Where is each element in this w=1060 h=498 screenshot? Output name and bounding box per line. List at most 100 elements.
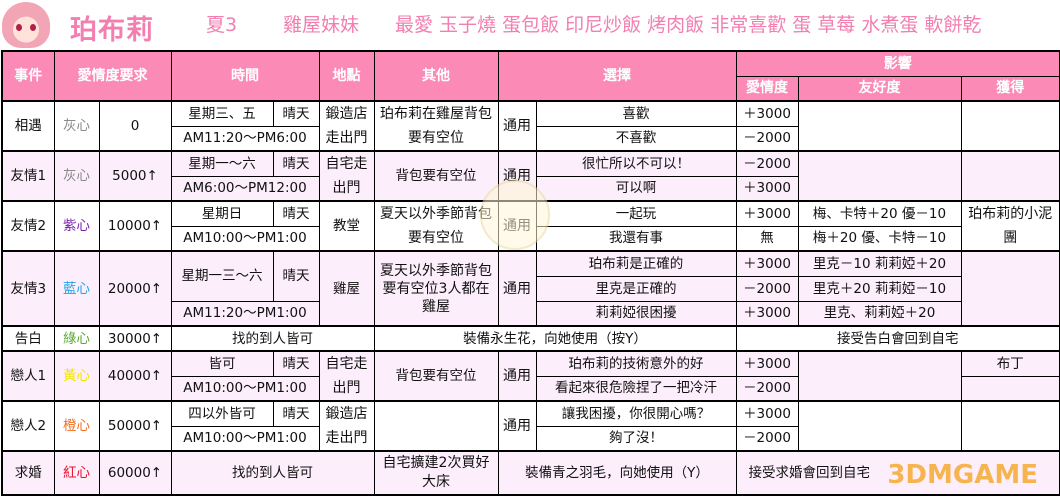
- love-requirement: 60000↑: [98, 450, 172, 496]
- choice: 讓我困擾，你很開心嗎？: [535, 400, 737, 427]
- other: 背包要有空位: [373, 150, 499, 202]
- event-meet: 相遇 灰心 0 星期三、五 晴天 鍛造店走出門 珀布莉在雞屋背包要有空位 通用 喜歡 ＋3000 …: [1, 100, 1060, 152]
- watermark-logo: 3DMGAME: [887, 460, 1038, 490]
- choice: 里克是正確的: [535, 275, 737, 302]
- weather: 晴天: [272, 100, 320, 127]
- hours: AM11:20～PM6:00: [170, 125, 320, 152]
- hours: AM10:00～PM1:00: [170, 225, 320, 252]
- event-name: 戀人2: [1, 400, 55, 452]
- time: 找的到人皆可: [170, 325, 375, 352]
- friend-change: [797, 400, 962, 452]
- event-table: 事件 愛情度要求 時間 地點 其他 選擇 影響 愛情度 友好度 獲得 相遇 灰心 0 星期三、五 晴天鍛…: [1, 50, 1060, 496]
- love-requirement: 0: [98, 100, 172, 152]
- love-change: ＋3000: [735, 350, 799, 377]
- event-name: 戀人1: [1, 350, 55, 402]
- weather: 晴天: [272, 150, 320, 177]
- heart-level: 藍心: [53, 250, 100, 327]
- day: 四以外皆可: [170, 400, 274, 427]
- love-change: ＋3000: [735, 175, 799, 202]
- choice: 珀布莉的技術意外的好: [535, 350, 737, 377]
- other: 背包要有空位: [373, 350, 499, 402]
- col-love-req: 愛情度要求: [53, 50, 172, 102]
- gain: [960, 250, 1060, 327]
- character-avatar: [2, 2, 50, 48]
- common: 通用: [497, 400, 537, 452]
- gain: 布丁: [960, 350, 1060, 377]
- other: 夏天以外季節背包要有空位: [373, 200, 499, 252]
- weather: 晴天: [272, 400, 320, 427]
- friend-change: 里克、莉莉婭＋20: [797, 300, 962, 327]
- heart-level: 紫心: [53, 200, 100, 252]
- character-name: 珀布莉: [70, 15, 154, 46]
- heart-level: 黃心: [53, 350, 100, 402]
- choice: 珀布莉是正確的: [535, 250, 737, 277]
- day: 星期日: [170, 200, 274, 227]
- love-change: ＋3000: [735, 100, 799, 127]
- day: 星期一～六: [170, 150, 274, 177]
- col-gain: 獲得: [960, 75, 1060, 102]
- heart-level: 灰心: [53, 100, 100, 152]
- heart-level: 灰心: [53, 150, 100, 202]
- love-requirement: 5000↑: [98, 150, 172, 202]
- event-name: 告白: [1, 325, 55, 352]
- place: 教堂: [318, 200, 375, 252]
- heart-level: 紅心: [53, 450, 100, 496]
- hours: AM6:00～PM12:00: [170, 175, 320, 202]
- place: 鍛造店走出門: [318, 400, 375, 452]
- weather: 晴天: [272, 250, 320, 302]
- love-change: －2000: [735, 375, 799, 402]
- friend-change: 里克＋20 莉莉婭－10: [797, 275, 962, 302]
- event-propose: 求婚 紅心 60000↑ 找的到人皆可 自宅擴建2次買好大床 裝備青之羽毛，向她使用（Y）…: [1, 450, 1060, 496]
- love-requirement: 10000↑: [98, 200, 172, 252]
- love-change: －2000: [735, 275, 799, 302]
- favorite-gifts: 最愛 玉子燒 蛋包飯 印尼炒飯 烤肉飯 非常喜歡 蛋 草莓 水煮蛋 軟餅乾: [395, 14, 982, 36]
- action: 裝備青之羽毛，向她使用（Y）: [497, 450, 737, 496]
- relation: 雞屋妹妹: [283, 14, 360, 36]
- love-change: ＋3000: [735, 200, 799, 227]
- mascot-watermark-image: [480, 180, 550, 250]
- other: 自宅擴建2次買好大床: [373, 450, 499, 496]
- event-friend3: 友情3 藍心 20000↑ 星期一三～六 晴天 雞屋 夏天以外季節背包要有空位3人都在雞屋通…: [1, 250, 1060, 327]
- col-other: 其他: [373, 50, 499, 102]
- character-header: 珀布莉 夏3 雞屋妹妹 最愛 玉子燒 蛋包飯 印尼炒飯 烤肉飯 非常喜歡 蛋 草…: [0, 0, 1060, 50]
- action: 裝備永生花，向她使用（按Y）: [373, 325, 737, 352]
- col-effect: 影響: [735, 50, 1060, 77]
- event-lover2: 戀人2 橙心 50000↑ 四以外皆可 晴天 鍛造店走出門 通用 讓我困擾，你很開心嗎？ ＋30…: [1, 400, 1060, 452]
- hours: AM10:00～PM1:00: [170, 425, 320, 452]
- event-name: 求婚: [1, 450, 55, 496]
- day: 皆可: [170, 350, 274, 377]
- choice: 很忙所以不可以！: [535, 150, 737, 177]
- love-requirement: 20000↑: [98, 250, 172, 327]
- event-name: 友情1: [1, 150, 55, 202]
- love-change: ＋3000: [735, 400, 799, 427]
- time: 找的到人皆可: [170, 450, 375, 496]
- place: 自宅走出門: [318, 150, 375, 202]
- choice: 夠了沒！: [535, 425, 737, 452]
- gain: [960, 400, 1060, 452]
- gain: [960, 150, 1060, 202]
- place: 雞屋: [318, 250, 375, 327]
- choice: 莉莉婭很困擾: [535, 300, 737, 327]
- other: 珀布莉在雞屋背包要有空位: [373, 100, 499, 152]
- friend-change: [797, 100, 962, 152]
- love-change: －2000: [735, 425, 799, 452]
- other: [373, 400, 499, 452]
- col-time: 時間: [170, 50, 320, 102]
- gain: [960, 100, 1060, 152]
- common: 通用: [497, 250, 537, 327]
- love-requirement: 30000↑: [98, 325, 172, 352]
- love-requirement: 40000↑: [98, 350, 172, 402]
- friend-change: [797, 150, 962, 202]
- love-change: －2000: [735, 150, 799, 177]
- love-requirement: 50000↑: [98, 400, 172, 452]
- other: 夏天以外季節背包要有空位3人都在雞屋: [373, 250, 499, 327]
- place: 自宅走出門: [318, 350, 375, 402]
- love-change: 無: [735, 225, 799, 252]
- common: 通用: [497, 100, 537, 152]
- col-event: 事件: [1, 50, 55, 102]
- choice: 一起玩: [535, 200, 737, 227]
- event-name: 友情2: [1, 200, 55, 252]
- day: 星期一三～六: [170, 250, 274, 302]
- friend-change: [797, 350, 962, 402]
- common: 通用: [497, 350, 537, 402]
